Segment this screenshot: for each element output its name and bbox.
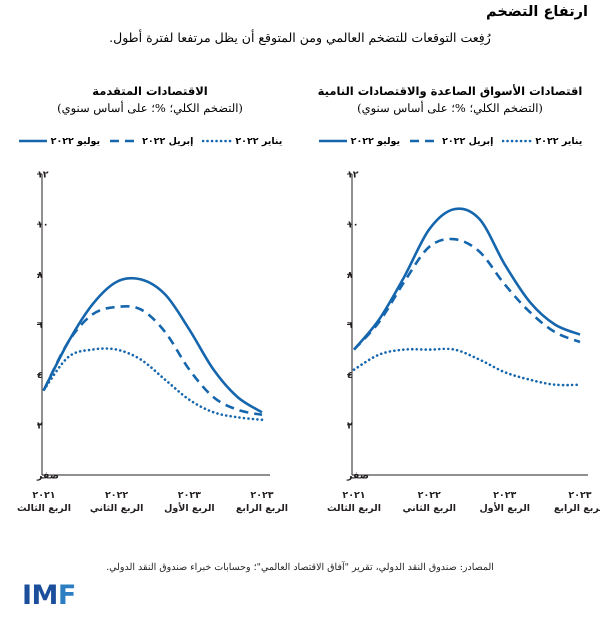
legend-swatch-dashed-left <box>110 139 139 143</box>
x-axis-labels-emerging: ٢٠٢١ الربع الثالث ٢٠٢٢ الربع الثاني ٢٠٢٣ الرب… <box>300 487 600 531</box>
x-tick-quarter-0: الربع الثالث <box>17 503 71 514</box>
series-line-dashed <box>42 304 263 417</box>
legend-label-jan-2022-left: يناير ٢٠٢٢ <box>235 135 283 147</box>
page-title: ارتفاع التضخم <box>485 4 588 20</box>
plot-svg-emerging: ١٢ ١٠ ٨ ٦ ٤ ٢ صفر <box>346 170 588 482</box>
x-tick-label-3: ٢٠٢٣ الربع الرابع <box>542 489 600 515</box>
legend-item-jul-2022-right[interactable]: يوليو ٢٠٢٢ <box>318 136 400 147</box>
legend-label-jul-2022-right: يوليو ٢٠٢٢ <box>350 135 401 147</box>
x-tick-quarter-0: الربع الثالث <box>327 503 381 514</box>
legend-label-jan-2022-right: يناير ٢٠٢٢ <box>535 135 583 147</box>
y-tick-label-12: ١٢ <box>347 170 359 181</box>
legend-label-apr-2022-right: إبريل ٢٠٢٢ <box>442 135 494 147</box>
imf-logo: IMF <box>22 580 76 611</box>
panel-advanced-economies: الاقتصادات المتقدمة (التضخم الكلي؛ %؛ عل… <box>0 84 300 554</box>
y-tick-label-2: ٢ <box>37 420 43 431</box>
x-tick-label-0: ٢٠٢١ الربع الثالث <box>316 489 392 515</box>
series-line-dotted <box>352 347 582 387</box>
legend-swatch-solid-right <box>318 139 347 143</box>
panel-title-emerging: اقتصادات الأسواق الصاعدة والاقتصادات الن… <box>317 84 583 98</box>
series-group-emerging <box>352 207 582 387</box>
legend-swatch-dotted-right <box>502 139 533 143</box>
plot-area-emerging: ١٢ ١٠ ٨ ٦ ٤ ٢ صفر <box>300 156 600 486</box>
y-tick-label-zero: صفر <box>346 471 369 482</box>
legend-swatch-solid-left <box>18 139 47 143</box>
y-tick-label-8: ٨ <box>37 270 43 281</box>
x-tick-quarter-1: الربع الثاني <box>402 503 457 514</box>
x-tick-year-3: ٢٠٢٣ <box>250 490 274 501</box>
legend-item-apr-2022-right[interactable]: إبريل ٢٠٢٢ <box>409 136 493 147</box>
x-tick-quarter-3: الربع الرابع <box>235 503 289 514</box>
imf-logo-f: F <box>57 580 76 611</box>
x-tick-label-1: ٢٠٢٢ الربع الثاني <box>79 489 155 515</box>
panel-subtitle-emerging: (التضخم الكلي؛ %؛ على أساس سنوي) <box>357 101 543 115</box>
x-tick-quarter-2: الربع الأول <box>164 503 215 514</box>
page-subtitle: رُفِعت التوقعات للتضخم العالمي ومن المتو… <box>109 30 491 45</box>
x-tick-quarter-1: الربع الثاني <box>89 503 144 514</box>
y-tick-label-zero: صفر <box>36 471 59 482</box>
y-tick-label-8: ٨ <box>347 270 353 281</box>
x-tick-label-2: ٢٠٢٣ الربع الأول <box>151 489 227 515</box>
x-tick-label-0: ٢٠٢١ الربع الثالث <box>6 489 82 515</box>
y-tick-label-6: ٦ <box>347 320 353 331</box>
plot-area-advanced: ١٢ ١٠ ٨ ٦ ٤ ٢ صفر <box>0 156 300 486</box>
x-tick-label-2: ٢٠٢٣ الربع الأول <box>467 489 543 515</box>
series-line-dashed <box>353 237 581 351</box>
x-tick-year-2: ٢٠٢٣ <box>177 490 201 501</box>
legend-emerging: يناير ٢٠٢٢ إبريل ٢٠٢٢ يوليو ٢٠٢٢ <box>300 134 600 148</box>
panel-title-advanced: الاقتصادات المتقدمة <box>92 84 208 98</box>
y-tick-label-6: ٦ <box>37 320 43 331</box>
x-tick-quarter-3: الربع الرابع <box>553 503 600 514</box>
x-tick-year-2: ٢٠٢٣ <box>493 490 517 501</box>
legend-label-apr-2022-left: إبريل ٢٠٢٢ <box>142 135 194 147</box>
x-tick-year-0: ٢٠٢١ <box>342 490 366 501</box>
legend-item-jul-2022-left[interactable]: يوليو ٢٠٢٢ <box>18 136 100 147</box>
plot-svg-advanced: ١٢ ١٠ ٨ ٦ ٤ ٢ صفر <box>36 170 270 482</box>
series-line-dotted <box>42 347 264 422</box>
x-tick-year-1: ٢٠٢٢ <box>417 490 441 501</box>
legend-item-apr-2022-left[interactable]: إبريل ٢٠٢٢ <box>109 136 193 147</box>
source-note: المصادر: صندوق النقد الدولي، تقرير "آفاق… <box>106 562 494 573</box>
y-tick-label-4: ٤ <box>37 370 43 381</box>
x-tick-quarter-2: الربع الأول <box>479 503 531 514</box>
series-group-advanced <box>42 276 264 422</box>
imf-logo-im: IM <box>22 580 58 611</box>
legend-label-jul-2022-left: يوليو ٢٠٢٢ <box>50 135 101 147</box>
y-axis-advanced: ١٢ ١٠ ٨ ٦ ٤ ٢ صفر <box>36 170 59 482</box>
legend-item-jan-2022-right[interactable]: يناير ٢٠٢٢ <box>502 136 582 147</box>
y-tick-label-12: ١٢ <box>37 170 49 181</box>
x-axis-labels-advanced: ٢٠٢١ الربع الثالث ٢٠٢٢ الربع الثاني ٢٠٢٣ الرب… <box>0 487 300 531</box>
y-tick-label-10: ١٠ <box>347 220 359 231</box>
panel-emerging-markets: اقتصادات الأسواق الصاعدة والاقتصادات الن… <box>300 84 600 554</box>
legend-advanced: يناير ٢٠٢٢ إبريل ٢٠٢٢ يوليو ٢٠٢٢ <box>0 134 300 148</box>
y-axis-emerging: ١٢ ١٠ ٨ ٦ ٤ ٢ صفر <box>346 170 369 482</box>
panel-subtitle-advanced: (التضخم الكلي؛ %؛ على أساس سنوي) <box>57 101 243 115</box>
y-tick-label-2: ٢ <box>347 420 353 431</box>
x-tick-label-3: ٢٠٢٣ الربع الرابع <box>224 489 300 515</box>
y-tick-label-4: ٤ <box>347 370 353 381</box>
x-tick-year-1: ٢٠٢٢ <box>104 490 129 501</box>
legend-item-jan-2022-left[interactable]: يناير ٢٠٢٢ <box>202 136 282 147</box>
x-tick-year-3: ٢٠٢٣ <box>568 490 592 501</box>
x-tick-label-1: ٢٠٢٢ الربع الثاني <box>391 489 467 515</box>
y-tick-label-10: ١٠ <box>37 220 49 231</box>
x-tick-year-0: ٢٠٢١ <box>32 490 56 501</box>
legend-swatch-dashed-right <box>410 139 439 143</box>
series-line-solid <box>42 276 263 414</box>
legend-swatch-dotted-left <box>202 139 233 143</box>
series-line-solid <box>353 207 581 351</box>
